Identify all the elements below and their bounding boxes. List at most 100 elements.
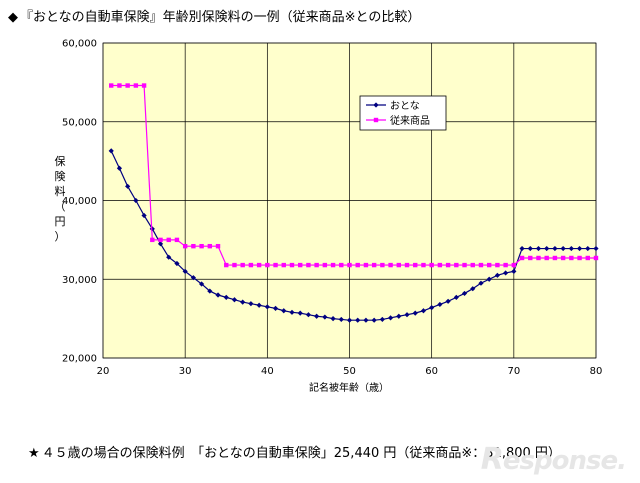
series-conventional — [109, 83, 599, 268]
data-point — [536, 255, 541, 261]
x-tick-label: 70 — [507, 366, 520, 377]
data-point — [363, 262, 369, 268]
data-point — [478, 262, 484, 268]
legend-entry: おとな — [366, 100, 420, 112]
data-point — [182, 268, 188, 274]
data-point — [281, 262, 286, 268]
data-point — [576, 245, 583, 252]
data-point — [166, 237, 171, 243]
data-point — [109, 83, 114, 88]
y-tick-label: 50,000 — [62, 117, 97, 128]
data-point — [141, 83, 147, 88]
data-point — [462, 262, 467, 268]
data-point — [240, 299, 246, 305]
data-point — [108, 148, 114, 154]
data-point — [413, 262, 418, 268]
x-tick-label: 30 — [179, 366, 192, 377]
data-point — [125, 83, 130, 88]
data-point — [412, 310, 418, 316]
data-point — [519, 245, 525, 252]
data-point — [371, 262, 377, 268]
data-point — [388, 262, 393, 268]
data-point — [429, 305, 435, 311]
data-point — [314, 313, 320, 319]
y-axis-ticks: 20,000 30,000 40,000 50,000 60,000 — [62, 39, 97, 365]
data-point — [461, 290, 468, 297]
data-point — [289, 262, 295, 268]
data-point — [478, 280, 484, 286]
data-point — [298, 262, 303, 268]
data-point — [256, 302, 262, 308]
data-point — [133, 83, 139, 88]
y-tick-label: 60,000 — [62, 39, 97, 50]
y-axis-label: 保険料（円） — [55, 154, 66, 243]
data-point — [552, 255, 558, 261]
star-bullet-icon: ★ — [28, 446, 40, 461]
data-point — [528, 255, 533, 261]
data-point — [150, 237, 155, 243]
data-point — [371, 317, 377, 323]
x-tick-label: 20 — [97, 366, 110, 377]
data-point — [199, 281, 205, 287]
data-point — [158, 237, 163, 243]
data-point — [157, 241, 164, 247]
data-point — [421, 262, 426, 268]
y-tick-label: 20,000 — [62, 354, 97, 365]
data-point — [297, 310, 303, 316]
data-point — [593, 245, 599, 252]
data-point — [379, 316, 385, 323]
data-point — [330, 316, 336, 322]
footer-note: ★ ４５歳の場合の保険料例 「おとなの自動車保険」25,440 円（従来商品※：3… — [28, 442, 561, 461]
data-point — [224, 262, 229, 268]
data-point — [199, 243, 204, 249]
data-point — [470, 262, 475, 268]
data-point — [519, 255, 525, 261]
data-point — [486, 276, 492, 282]
data-point — [527, 245, 533, 252]
data-point — [240, 262, 245, 268]
data-point — [396, 313, 402, 319]
data-point — [273, 262, 278, 268]
data-point — [503, 270, 509, 276]
data-point — [231, 297, 238, 303]
data-point — [437, 262, 443, 268]
data-point — [470, 286, 476, 292]
legend-label: 従来商品 — [390, 114, 430, 127]
data-point — [322, 314, 328, 320]
data-point — [207, 288, 213, 294]
data-point — [166, 254, 172, 260]
data-point — [585, 245, 591, 252]
series-layer — [108, 83, 599, 323]
y-tick-label: 40,000 — [62, 196, 97, 207]
data-point — [404, 312, 410, 318]
data-point — [232, 262, 237, 268]
data-point — [511, 268, 517, 274]
data-point — [355, 262, 360, 268]
data-point — [305, 312, 312, 318]
data-point — [486, 262, 492, 268]
data-point — [511, 262, 517, 268]
data-point — [495, 262, 500, 268]
data-point — [593, 255, 599, 261]
gridlines — [102, 42, 597, 359]
data-point — [314, 262, 319, 268]
x-axis-ticks: 20 30 40 50 60 70 80 — [97, 366, 603, 377]
premium-by-age-chart: 20,000 30,000 40,000 50,000 60,000 20 30 40 50 6… — [55, 39, 603, 395]
data-point — [182, 243, 188, 249]
data-point — [338, 316, 344, 323]
data-point — [141, 212, 147, 219]
data-point — [420, 308, 427, 314]
data-point — [396, 262, 401, 268]
data-point — [569, 255, 574, 261]
data-point — [265, 262, 270, 268]
legend-entry: 従来商品 — [366, 114, 430, 127]
x-tick-label: 40 — [261, 366, 274, 377]
x-axis-label: 記名被年齢（歳） — [309, 381, 389, 394]
data-point — [404, 262, 410, 268]
data-point — [174, 260, 180, 267]
y-tick-label: 30,000 — [62, 275, 97, 286]
data-point — [585, 255, 590, 261]
data-point — [544, 255, 549, 261]
data-point — [560, 255, 566, 261]
